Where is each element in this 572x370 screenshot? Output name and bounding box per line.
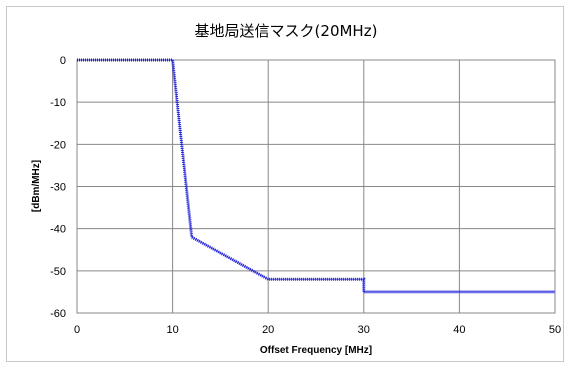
x-tick-label: 40 <box>453 324 465 336</box>
y-tick-label: -50 <box>50 266 66 278</box>
x-tick-label: 0 <box>74 324 80 336</box>
x-tick-label: 20 <box>262 324 274 336</box>
y-tick-label: 0 <box>60 55 66 67</box>
y-tick-label: -40 <box>50 224 66 236</box>
x-tick-label: 10 <box>166 324 178 336</box>
y-tick-label: -60 <box>50 308 66 320</box>
chart-title: 基地局送信マスク(20MHz) <box>194 22 378 40</box>
tick-labels: 0 -10 -20 -30 -40 -50 -60 0 10 20 30 40 50 <box>50 55 561 336</box>
series-layer <box>77 58 555 294</box>
grid-lines <box>77 60 555 313</box>
y-tick-label: -30 <box>50 182 66 194</box>
x-tick-label: 30 <box>358 324 370 336</box>
y-axis-label: [dBm/MHz] <box>31 160 42 212</box>
x-tick-label: 50 <box>549 324 561 336</box>
x-axis-label: Offset Frequency [MHz] <box>260 345 372 356</box>
series-line-core <box>77 59 555 293</box>
y-tick-label: -20 <box>50 139 66 151</box>
y-tick-label: -10 <box>50 97 66 109</box>
